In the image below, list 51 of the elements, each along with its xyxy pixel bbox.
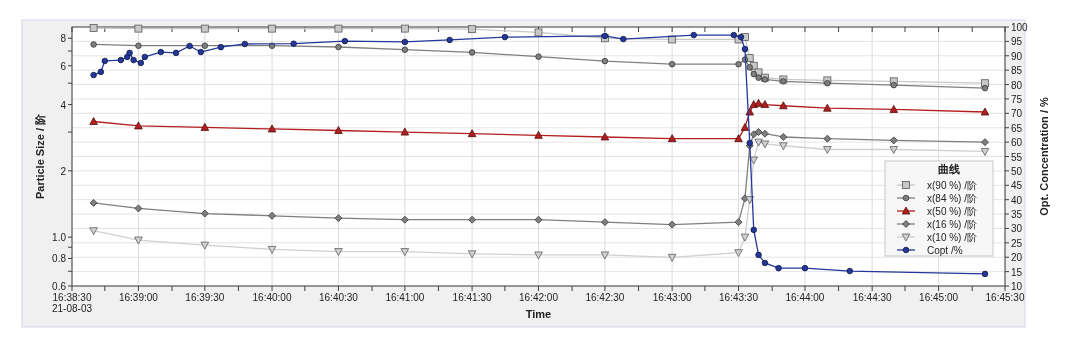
y2-tick-label: 60 bbox=[1011, 137, 1023, 149]
x-tick-label: 16:45:00 bbox=[919, 292, 959, 303]
y-tick-label: 4 bbox=[60, 99, 67, 111]
x-tick-label: 16:44:00 bbox=[785, 292, 825, 303]
x-tick-label: 16:43:00 bbox=[652, 292, 693, 303]
x-tick-label: 16:42:30 bbox=[585, 292, 625, 303]
y2-tick-label: 30 bbox=[1011, 223, 1023, 235]
y2-tick-label: 55 bbox=[1011, 151, 1023, 163]
y2-axis-title: Opt. Concentration / % bbox=[1038, 97, 1050, 216]
y2-tick-label: 90 bbox=[1011, 50, 1023, 62]
x-tick-label: 16:39:00 bbox=[118, 292, 159, 303]
legend-label: x(16 %) /阶 bbox=[927, 219, 978, 230]
x-tick-label: 16:40:00 bbox=[252, 292, 292, 303]
y2-tick-label: 10 bbox=[1011, 281, 1023, 292]
x-tick-label: 16:42:00 bbox=[519, 292, 559, 303]
y-tick-label: 0.8 bbox=[52, 253, 67, 265]
y-axis-title: Particle Size / 阶 bbox=[34, 113, 46, 199]
y2-tick-label: 40 bbox=[1011, 194, 1023, 206]
y-tick-label: 0.6 bbox=[52, 281, 67, 292]
x-tick-label: 16:41:00 bbox=[385, 292, 425, 303]
y-tick-label: 8 bbox=[60, 33, 67, 45]
legend-label: x(84 %) /阶 bbox=[927, 193, 978, 204]
y2-tick-label: 25 bbox=[1011, 237, 1023, 249]
y2-tick-label: 80 bbox=[1011, 79, 1023, 91]
y-tick-label: 2 bbox=[60, 165, 67, 177]
legend-label: Copt /% bbox=[927, 245, 963, 256]
legend-label: x(50 %) /阶 bbox=[927, 206, 978, 217]
y2-tick-label: 50 bbox=[1011, 165, 1023, 177]
legend-label: x(10 %) /阶 bbox=[927, 232, 978, 243]
y2-tick-label: 95 bbox=[1011, 36, 1023, 48]
legend-title: 曲线 bbox=[938, 163, 960, 175]
x-tick-label: 16:40:30 bbox=[318, 292, 359, 303]
y2-tick-label: 65 bbox=[1011, 122, 1023, 134]
y2-tick-label: 45 bbox=[1011, 180, 1023, 192]
x-tick-label: 16:43:30 bbox=[719, 292, 759, 303]
y2-tick-label: 15 bbox=[1011, 266, 1023, 278]
x-tick-label: 16:44:30 bbox=[852, 292, 893, 303]
y-tick-label: 6 bbox=[60, 60, 67, 72]
y2-tick-label: 75 bbox=[1011, 93, 1023, 105]
x-tick-label: 16:39:30 bbox=[185, 292, 225, 303]
y2-tick-label: 85 bbox=[1011, 65, 1023, 77]
y2-tick-label: 20 bbox=[1011, 252, 1023, 264]
y-tick-label: 1.0 bbox=[52, 232, 67, 244]
x-tick-label: 16:38:30 21-08-03 bbox=[51, 292, 93, 314]
x-axis-title: Time bbox=[525, 308, 552, 320]
legend-label: x(90 %) /阶 bbox=[927, 180, 978, 191]
y2-tick-label: 100 bbox=[1011, 22, 1029, 33]
x-tick-label: 16:45:30 bbox=[985, 292, 1025, 303]
x-tick-label: 16:41:30 bbox=[452, 292, 492, 303]
y2-tick-label: 35 bbox=[1011, 209, 1023, 221]
y2-tick-label: 70 bbox=[1011, 108, 1023, 120]
